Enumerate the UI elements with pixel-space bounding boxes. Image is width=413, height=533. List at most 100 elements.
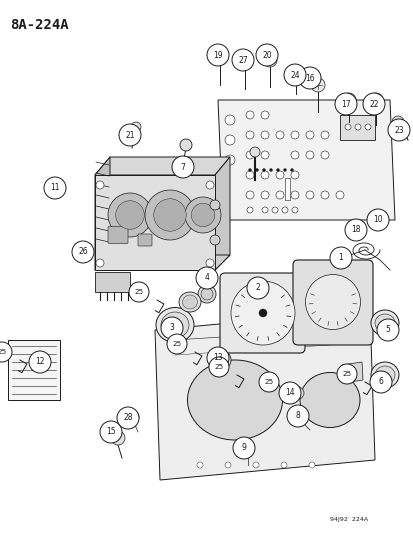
Text: 7: 7: [180, 163, 185, 172]
Circle shape: [283, 168, 286, 172]
Text: 17: 17: [340, 100, 350, 109]
Polygon shape: [214, 157, 230, 270]
Circle shape: [212, 51, 226, 65]
Circle shape: [271, 207, 277, 213]
Ellipse shape: [161, 312, 189, 338]
Text: 5: 5: [385, 326, 389, 335]
Circle shape: [245, 191, 254, 199]
Circle shape: [262, 53, 276, 67]
Circle shape: [166, 334, 187, 354]
Circle shape: [391, 116, 403, 128]
Text: 4: 4: [204, 273, 209, 282]
Text: 25: 25: [0, 349, 7, 355]
Circle shape: [368, 93, 382, 107]
Text: 9: 9: [241, 443, 246, 453]
Circle shape: [344, 219, 366, 241]
Circle shape: [245, 151, 254, 159]
Circle shape: [290, 151, 298, 159]
Circle shape: [171, 156, 194, 178]
Circle shape: [364, 124, 370, 130]
Circle shape: [245, 131, 254, 139]
Polygon shape: [154, 310, 374, 480]
Text: 3: 3: [169, 324, 174, 333]
Circle shape: [206, 44, 228, 66]
Circle shape: [206, 347, 228, 369]
Circle shape: [72, 241, 94, 263]
Circle shape: [276, 168, 279, 172]
Text: 19: 19: [213, 51, 222, 60]
FancyBboxPatch shape: [292, 260, 372, 345]
Text: 25: 25: [342, 371, 351, 377]
Circle shape: [260, 131, 268, 139]
Circle shape: [180, 139, 192, 151]
Circle shape: [245, 171, 254, 179]
Circle shape: [206, 181, 214, 189]
Circle shape: [231, 49, 254, 71]
Circle shape: [341, 93, 355, 107]
FancyBboxPatch shape: [138, 234, 152, 246]
Circle shape: [278, 382, 300, 404]
Ellipse shape: [374, 314, 394, 332]
Ellipse shape: [197, 285, 216, 303]
Polygon shape: [95, 157, 110, 270]
Circle shape: [286, 405, 308, 427]
Circle shape: [252, 462, 259, 468]
Text: 8A-224A: 8A-224A: [10, 18, 69, 32]
Ellipse shape: [305, 274, 360, 329]
Ellipse shape: [374, 366, 394, 384]
Text: 24: 24: [290, 70, 299, 79]
Circle shape: [209, 200, 219, 210]
Circle shape: [224, 155, 235, 165]
Circle shape: [320, 151, 328, 159]
Text: 28: 28: [123, 414, 133, 423]
Circle shape: [298, 67, 320, 89]
Circle shape: [44, 177, 66, 199]
Polygon shape: [8, 340, 60, 400]
Circle shape: [255, 168, 258, 172]
Polygon shape: [95, 157, 230, 175]
Circle shape: [131, 122, 141, 132]
Circle shape: [290, 131, 298, 139]
Circle shape: [305, 151, 313, 159]
Text: 22: 22: [368, 100, 378, 109]
Circle shape: [209, 357, 228, 377]
Circle shape: [260, 171, 268, 179]
Polygon shape: [95, 272, 130, 292]
Text: 6: 6: [377, 377, 382, 386]
Circle shape: [247, 207, 252, 213]
Circle shape: [115, 201, 144, 229]
Circle shape: [209, 235, 219, 245]
Ellipse shape: [201, 288, 212, 300]
Circle shape: [29, 351, 51, 373]
FancyBboxPatch shape: [108, 227, 128, 244]
Ellipse shape: [209, 350, 230, 370]
Circle shape: [161, 317, 183, 339]
Circle shape: [127, 411, 139, 423]
Circle shape: [344, 124, 350, 130]
Circle shape: [354, 124, 360, 130]
Circle shape: [290, 191, 298, 199]
Text: 20: 20: [261, 51, 271, 60]
Circle shape: [242, 445, 252, 455]
Text: 21: 21: [125, 131, 134, 140]
Polygon shape: [95, 175, 214, 270]
Circle shape: [191, 203, 214, 227]
Text: 23: 23: [393, 125, 403, 134]
Circle shape: [117, 407, 139, 429]
Circle shape: [153, 199, 186, 231]
Ellipse shape: [156, 308, 194, 343]
Text: 11: 11: [50, 183, 59, 192]
Circle shape: [260, 111, 268, 119]
Circle shape: [335, 191, 343, 199]
Circle shape: [260, 151, 268, 159]
Circle shape: [305, 131, 313, 139]
Circle shape: [291, 207, 297, 213]
Circle shape: [233, 437, 254, 459]
Circle shape: [329, 247, 351, 269]
Circle shape: [320, 191, 328, 199]
Circle shape: [96, 181, 104, 189]
Text: 2: 2: [255, 284, 260, 293]
Circle shape: [280, 462, 286, 468]
Circle shape: [288, 65, 302, 79]
Circle shape: [387, 119, 409, 141]
